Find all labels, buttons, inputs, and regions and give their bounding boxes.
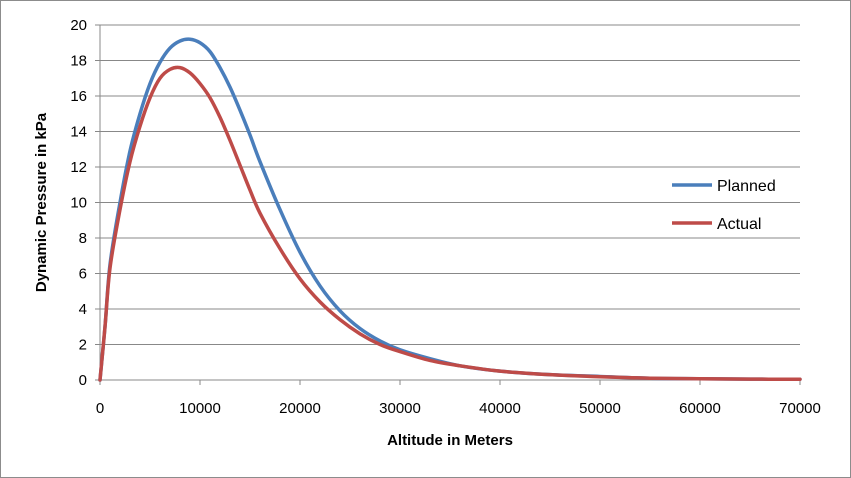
y-tick-label: 2 [79, 337, 87, 354]
x-tick-label: 40000 [479, 400, 521, 417]
y-tick-label: 12 [70, 159, 87, 176]
x-tick-label: 30000 [379, 400, 421, 417]
x-tick-label: 70000 [779, 400, 821, 417]
legend-label-planned: Planned [717, 178, 776, 195]
x-tick-label: 10000 [179, 400, 221, 417]
y-tick-label: 6 [79, 266, 87, 283]
x-axis-title: Altitude in Meters [387, 432, 513, 449]
y-tick-label: 8 [79, 230, 87, 247]
x-tick-labels: 0 10000 20000 30000 40000 50000 60000 70000 [96, 400, 821, 417]
series-line-actual [98, 65, 802, 382]
legend-label-actual: Actual [717, 216, 761, 233]
legend: Planned Actual [672, 178, 776, 233]
y-tick-label: 20 [70, 17, 87, 34]
x-tick-label: 50000 [579, 400, 621, 417]
y-tick-label: 14 [70, 124, 87, 141]
y-tick-label: 0 [79, 372, 87, 389]
series-lines [98, 37, 802, 382]
y-tick-label: 10 [70, 195, 87, 212]
y-tick-label: 4 [79, 301, 87, 318]
y-tick-labels: 0 2 4 6 8 10 12 14 16 18 20 [70, 17, 87, 389]
axes [95, 24, 801, 385]
y-tick-label: 16 [70, 88, 87, 105]
y-axis-title: Dynamic Pressure in kPa [33, 112, 50, 292]
y-tick-label: 18 [70, 53, 87, 70]
x-tick-label: 60000 [679, 400, 721, 417]
x-tick-label: 20000 [279, 400, 321, 417]
x-tick-label: 0 [96, 400, 104, 417]
